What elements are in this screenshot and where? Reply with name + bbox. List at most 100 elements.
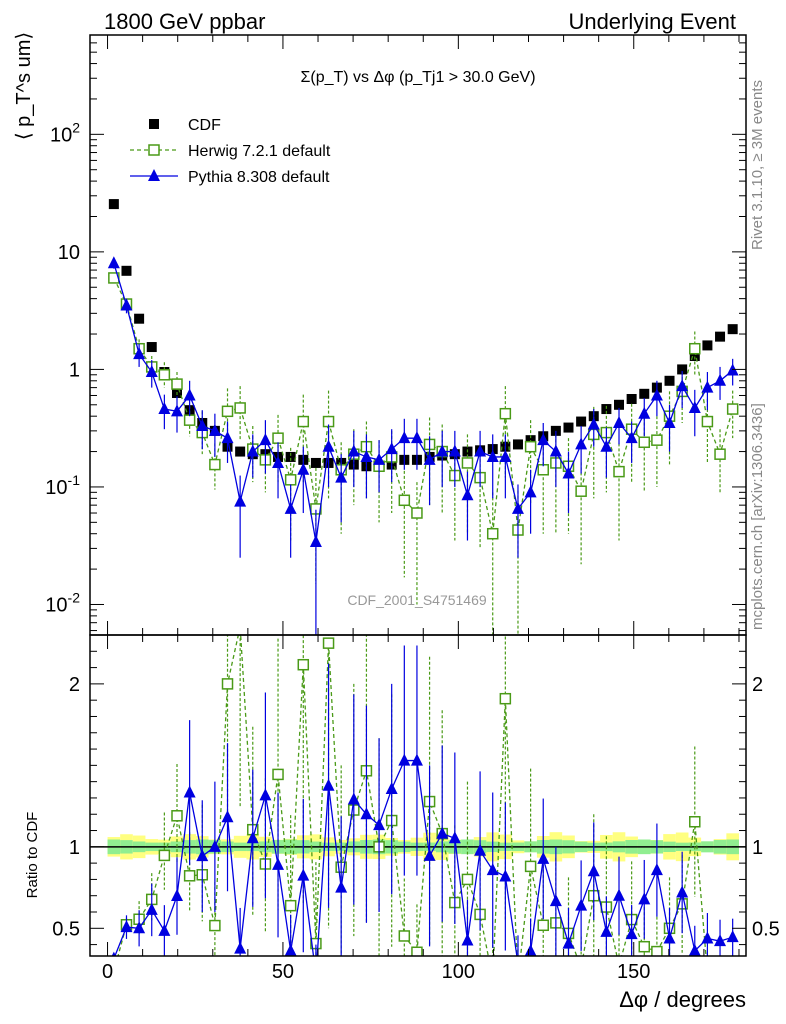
data-point	[587, 417, 600, 430]
data-point	[613, 415, 626, 428]
ratio-point	[297, 868, 310, 881]
legend: CDF Herwig 7.2.1 default Pythia 8.308 defa…	[130, 117, 331, 186]
ratio-point	[322, 637, 335, 649]
data-point	[335, 470, 348, 483]
data-point	[221, 405, 234, 418]
ratio-point	[651, 945, 663, 956]
data-point	[423, 452, 436, 465]
data-point	[537, 464, 549, 476]
ratio-point	[436, 826, 449, 839]
header-right: Underlying Event	[568, 9, 736, 34]
ratio-point	[170, 888, 183, 901]
data-point	[134, 313, 145, 324]
data-point	[373, 452, 386, 465]
data-point	[614, 399, 625, 410]
data-point	[309, 535, 322, 548]
data-point	[120, 298, 133, 311]
data-point	[158, 402, 171, 415]
data-point	[133, 347, 146, 360]
data-point	[714, 448, 726, 460]
ratio-point	[638, 892, 651, 905]
ratio-point	[575, 898, 588, 911]
ratio-point	[398, 930, 411, 942]
ratio-point	[728, 971, 738, 981]
ratio-point	[448, 831, 461, 844]
data-point	[726, 403, 739, 415]
ratio-point	[423, 848, 436, 861]
data-point	[234, 494, 247, 507]
ratio-point	[625, 927, 638, 940]
ratio-point	[221, 678, 234, 690]
ratio-point	[714, 934, 727, 947]
data-point	[183, 414, 196, 426]
data-point	[284, 501, 297, 514]
data-point	[259, 433, 272, 446]
data-point	[272, 432, 284, 444]
data-point	[499, 449, 512, 462]
data-point	[715, 331, 726, 342]
data-point	[576, 416, 587, 427]
header-left: 1800 GeV ppbar	[104, 9, 265, 34]
ratio-point	[461, 933, 474, 946]
ratio-point	[284, 943, 297, 956]
ratio-point	[499, 692, 512, 705]
ratio-point	[208, 839, 221, 852]
ratio-point	[499, 869, 512, 882]
data-point	[411, 507, 423, 519]
data-point	[436, 444, 449, 457]
ratio-point	[398, 753, 411, 766]
legend-label: CDF	[188, 117, 221, 134]
ratio-point	[524, 860, 537, 873]
ratio-point	[272, 768, 284, 781]
ratio-point	[562, 936, 575, 949]
ratio-point	[347, 792, 360, 805]
ratio-point	[537, 851, 550, 864]
ratio-point	[461, 873, 474, 886]
ratio-point	[183, 785, 196, 798]
x-axis-title: Δφ / degrees	[619, 987, 746, 1012]
ratio-point	[171, 810, 183, 822]
data-point	[310, 457, 321, 468]
data-point	[410, 431, 423, 444]
ratio-point	[322, 778, 335, 791]
data-point	[563, 422, 574, 433]
ratio-tick-label: 1	[69, 837, 80, 859]
y-tick-label: 102	[50, 119, 80, 146]
ratio-point	[474, 843, 487, 856]
data-point	[235, 446, 246, 457]
series-line	[113, 263, 734, 543]
mcplots-label: mcplots.cern.ch [arXiv:1306.3436]	[749, 403, 766, 630]
data-point	[524, 440, 537, 453]
ratio-point	[600, 924, 613, 937]
series-line	[113, 277, 734, 534]
ratio-point	[676, 885, 689, 898]
ratio-point	[246, 831, 259, 844]
y-tick-label: 1	[69, 359, 80, 381]
data-point	[146, 342, 157, 353]
y-axis-title: ⟨ p_T^s um⟩	[13, 32, 35, 140]
data-point	[549, 444, 562, 457]
ratio-point	[638, 940, 651, 953]
data-point	[600, 439, 613, 452]
data-point	[575, 485, 587, 497]
data-point	[664, 375, 675, 386]
ratio-point	[576, 963, 586, 973]
data-point	[196, 418, 209, 431]
ratio-point	[486, 863, 499, 876]
ratio-point	[297, 658, 310, 671]
x-tick-label: 0	[102, 961, 113, 983]
data-point	[461, 457, 474, 469]
ratio-point	[221, 810, 234, 823]
data-point	[499, 407, 512, 420]
ratio-point	[488, 974, 498, 984]
ratio-point	[410, 753, 423, 766]
ratio-point	[513, 974, 523, 984]
data-point	[234, 402, 246, 414]
ratio-point	[613, 888, 626, 901]
data-point	[398, 431, 411, 444]
ratio-point	[133, 921, 146, 934]
data-point	[285, 451, 296, 462]
legend-marker	[148, 169, 160, 181]
ratio-point	[524, 944, 537, 956]
